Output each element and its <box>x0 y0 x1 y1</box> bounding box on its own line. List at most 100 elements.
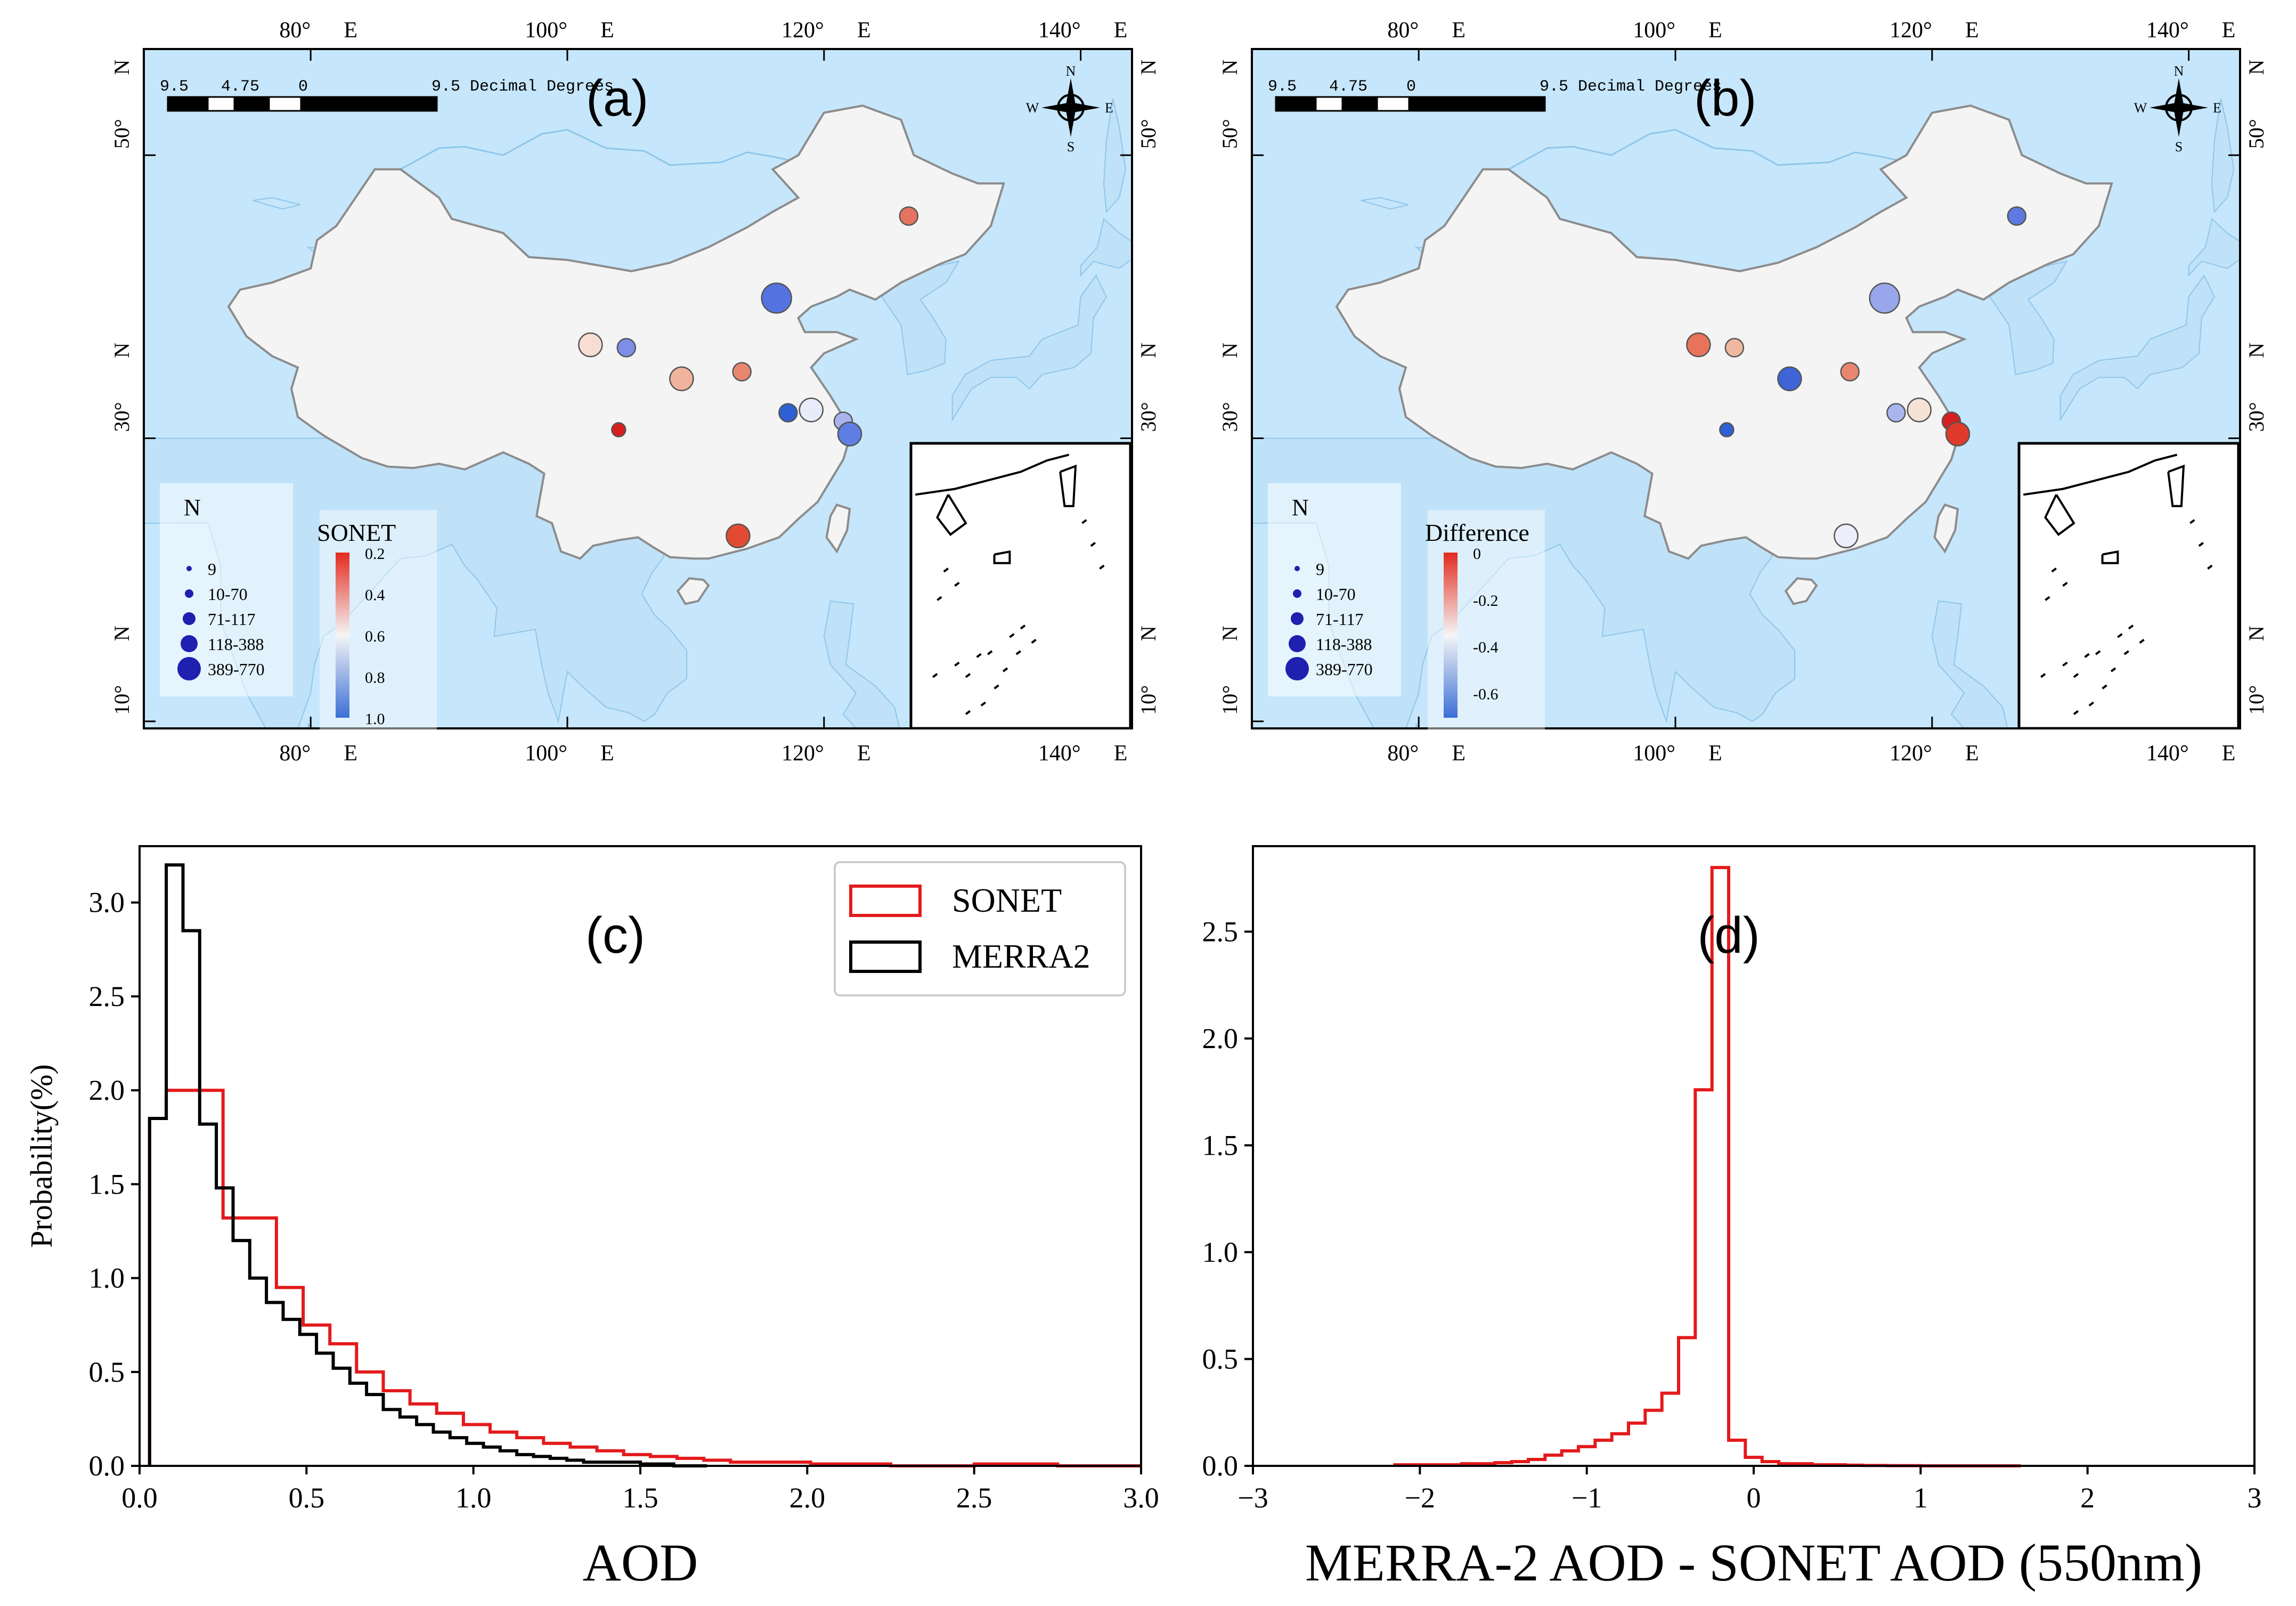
scalebar-label: 9.5 <box>160 78 189 96</box>
x-tick-label: 2 <box>2080 1482 2095 1514</box>
station-marker <box>1886 403 1906 423</box>
y-tick-label: 0.0 <box>89 1450 125 1482</box>
lat-suffix-right: N <box>2244 60 2268 75</box>
lon-suffix-bottom: E <box>857 741 871 766</box>
inset-island-dash <box>1015 650 1021 655</box>
legend-box <box>834 861 1126 996</box>
size-legend-label: 71-117 <box>208 610 255 629</box>
panel-label: (d) <box>1697 907 1760 964</box>
station-marker <box>669 366 694 392</box>
size-legend-label: 9 <box>1316 559 1324 579</box>
inset-island-dash <box>1020 624 1026 630</box>
station-marker <box>616 338 637 358</box>
station-marker <box>1907 398 1932 423</box>
lat-suffix-left: N <box>1218 626 1242 641</box>
inset-island-dash <box>2095 650 2101 655</box>
lon-suffix-top: E <box>1114 18 1128 43</box>
panel-label: (b) <box>1694 70 1756 127</box>
x-tick-label: 2.0 <box>789 1482 826 1514</box>
y-tick-label: 2.0 <box>89 1074 125 1106</box>
station-marker <box>778 403 798 423</box>
scalebar-segment <box>167 96 209 112</box>
station-marker <box>611 422 626 437</box>
station-marker <box>761 282 792 314</box>
compass-n: N <box>2174 63 2184 79</box>
lon-tick-label-bottom: 120° <box>781 741 824 766</box>
legend-label: MERRA2 <box>952 937 1090 975</box>
y-tick-label: 0.5 <box>1202 1343 1239 1375</box>
y-tick-label: 1.0 <box>1202 1236 1239 1268</box>
scalebar-segment <box>300 96 438 112</box>
lat-suffix-right: N <box>1136 626 1160 641</box>
size-legend-title: N <box>184 494 201 521</box>
lat-suffix-left: N <box>110 343 134 358</box>
scalebar-segment <box>268 96 302 112</box>
lat-tick-label-left: 50° <box>110 119 134 149</box>
inset-island-dash <box>1081 519 1087 524</box>
inset-coast <box>2167 464 2185 507</box>
station-marker <box>726 523 751 548</box>
station-marker <box>1945 421 1971 447</box>
scalebar-label: 9.5 <box>1268 78 1297 96</box>
station-marker <box>837 421 862 447</box>
x-tick-label: −1 <box>1572 1482 1602 1514</box>
x-tick-label: 0 <box>1747 1482 1761 1514</box>
size-legend-marker <box>177 657 201 680</box>
colorbar-tick-label: 0.8 <box>365 669 385 687</box>
colorbar-tick-label: 1.0 <box>365 710 385 728</box>
histogram-series-sonet <box>148 1089 1141 1467</box>
y-tick-label: 1.5 <box>1202 1129 1239 1161</box>
colorbar-ramp <box>1444 553 1458 718</box>
size-legend-label: 118-388 <box>1316 635 1372 654</box>
sumatra-coast <box>1614 784 1724 877</box>
colorbar-tick-label: -0.2 <box>1473 592 1499 610</box>
lon-suffix-bottom: E <box>1708 741 1722 766</box>
sakhalin-land <box>2211 98 2235 213</box>
hainan-landmass <box>676 577 710 605</box>
lat-tick-label-left: 30° <box>1218 402 1242 432</box>
lat-suffix-right: N <box>2244 343 2268 358</box>
size-legend-marker <box>1285 657 1309 680</box>
scalebar-segment <box>1341 96 1378 112</box>
hokkaido-land <box>2188 217 2240 277</box>
lat-tick-label-left: 30° <box>110 402 134 432</box>
inset-island-dash <box>2045 596 2050 601</box>
lon-suffix-top: E <box>344 18 357 43</box>
colorbar-tick-label: -0.4 <box>1473 639 1499 656</box>
x-tick-label: 2.5 <box>956 1482 992 1514</box>
inset-island-dash <box>1002 667 1008 672</box>
lon-tick-label-top: 100° <box>525 18 567 43</box>
scalebar-segment <box>1408 96 1546 112</box>
lon-tick-label-bottom: 140° <box>1038 741 1081 766</box>
colorbar-tick-label: -0.6 <box>1473 686 1499 703</box>
compass-w: W <box>2134 100 2147 116</box>
inset-island-dash <box>965 710 971 715</box>
lon-suffix-bottom: E <box>2222 741 2236 766</box>
x-axis-label: AOD <box>583 1533 698 1592</box>
lon-suffix-top: E <box>1452 18 1465 43</box>
inset-island-dash <box>932 673 938 678</box>
lon-tick-label-top: 120° <box>781 18 824 43</box>
lon-suffix-top: E <box>1708 18 1722 43</box>
scalebar-label: 4.75 <box>1329 78 1367 96</box>
lon-tick-label-bottom: 100° <box>1633 741 1675 766</box>
size-legend-title: N <box>1292 494 1309 521</box>
scalebar-segment <box>233 96 270 112</box>
legend-label: SONET <box>952 881 1062 919</box>
inset-coast <box>2023 453 2178 496</box>
lat-tick-label-right: 30° <box>1136 402 1160 432</box>
legend-swatch <box>849 885 922 917</box>
x-axis-label: MERRA-2 AOD - SONET AOD (550nm) <box>1305 1533 2202 1592</box>
inset-island-dash <box>1009 633 1015 638</box>
inset-island-dash <box>2062 661 2068 667</box>
lat-tick-label-right: 10° <box>2244 685 2268 715</box>
lat-tick-label-left: 10° <box>110 685 134 715</box>
lon-tick-label-bottom: 100° <box>525 741 567 766</box>
compass-n: N <box>1066 63 1076 79</box>
histogram-series-merra2 <box>148 863 707 1467</box>
inset-island-dash <box>2088 701 2095 707</box>
lake-outline <box>253 197 301 210</box>
mongolia-border <box>400 128 799 171</box>
japan-land <box>2059 274 2215 422</box>
